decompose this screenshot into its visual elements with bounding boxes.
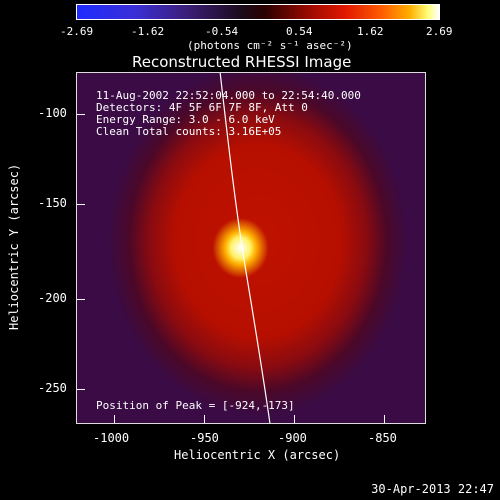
x-axis-label: Heliocentric X (arcsec) — [174, 448, 341, 462]
y-tick-mark — [77, 114, 85, 115]
info-line-detectors: Detectors: 4F 5F 6F 7F 8F, Att 0 — [96, 101, 308, 114]
y-tick-mark — [77, 389, 85, 390]
info-line-energy-range: Energy Range: 3.0 - 6.0 keV — [96, 113, 275, 126]
y-tick-label: -200 — [38, 291, 67, 305]
peak-position-label: Position of Peak = [-924,-173] — [96, 399, 295, 412]
y-tick-label: -150 — [38, 196, 67, 210]
y-tick-mark — [77, 299, 85, 300]
colorbar-tick-2: -1.62 — [131, 25, 165, 38]
x-tick-mark — [384, 415, 385, 423]
colorbar-tick-5: 1.62 — [357, 25, 384, 38]
y-tick-label: -250 — [38, 381, 67, 395]
colorbar-units-label: (photons cm⁻² s⁻¹ asec⁻²) — [187, 39, 353, 52]
x-tick-label: -900 — [278, 431, 307, 445]
x-tick-label: -950 — [190, 431, 219, 445]
x-tick-label: -850 — [368, 431, 397, 445]
x-tick-mark — [114, 415, 115, 423]
x-tick-mark — [294, 415, 295, 423]
x-tick-label: -1000 — [93, 431, 130, 445]
colorbar-tick-3: -0.54 — [205, 25, 239, 38]
colorbar — [76, 4, 440, 20]
y-tick-mark — [77, 204, 85, 205]
y-tick-label: -100 — [38, 106, 67, 120]
plot-title: Reconstructed RHESSI Image — [132, 53, 352, 71]
x-tick-mark — [204, 415, 205, 423]
footer-timestamp: 30-Apr-2013 22:47 — [371, 482, 494, 496]
info-line-clean-counts: Clean Total counts: 3.16E+05 — [96, 125, 282, 138]
rhessi-image-plot: 11-Aug-2002 22:52:04.000 to 22:54:40.000… — [76, 72, 426, 424]
colorbar-tick-6: 2.69 — [426, 25, 453, 38]
solar-limb-line — [219, 73, 271, 423]
info-line-time-range: 11-Aug-2002 22:52:04.000 to 22:54:40.000 — [96, 89, 361, 102]
y-axis-label: Heliocentric Y (arcsec) — [7, 163, 21, 330]
colorbar-tick-1: -2.69 — [60, 25, 94, 38]
colorbar-tick-4: 0.54 — [286, 25, 313, 38]
